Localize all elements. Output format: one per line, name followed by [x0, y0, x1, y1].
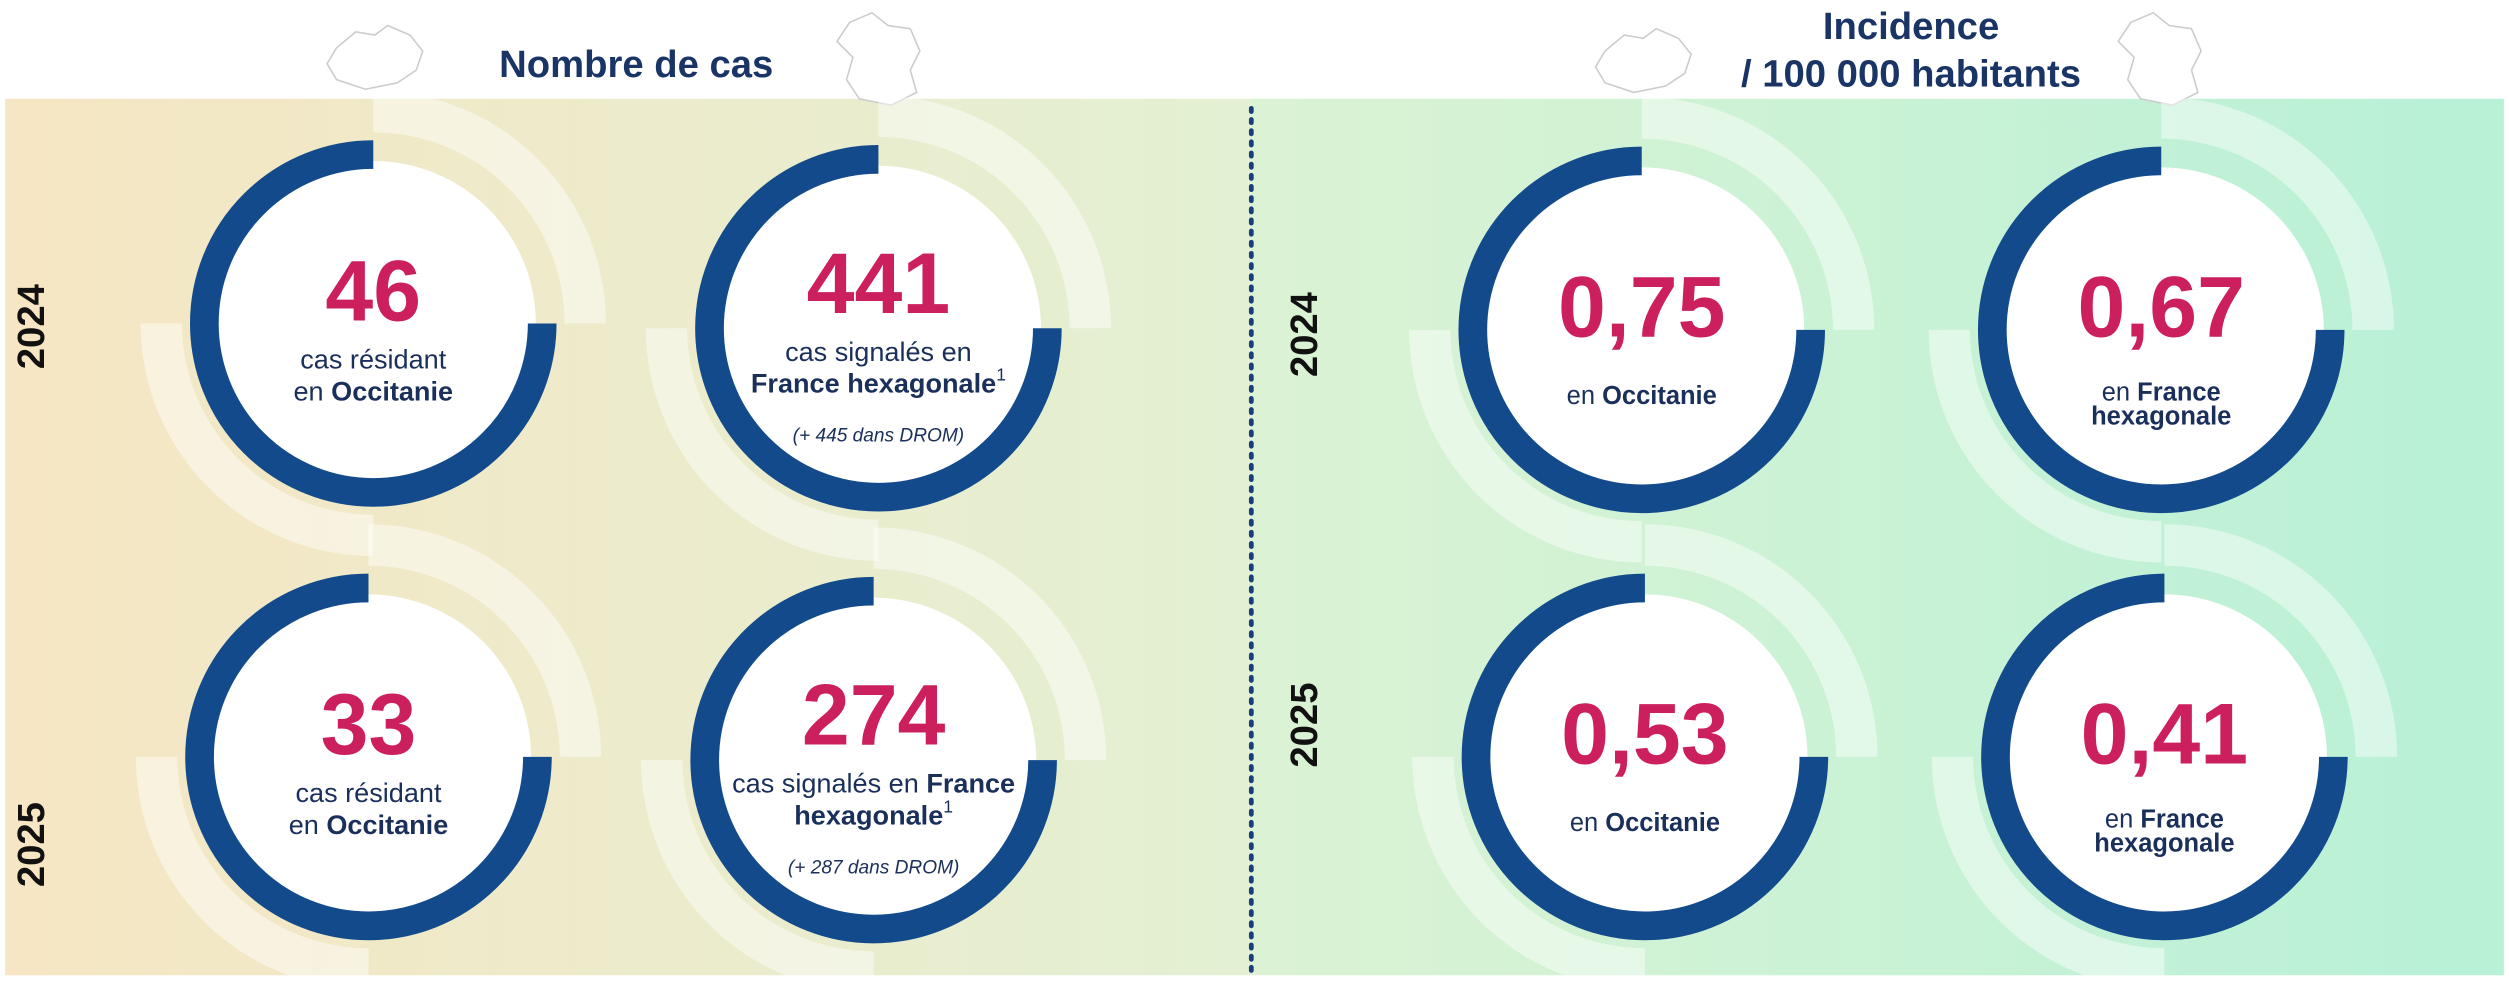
- section-title: / 100 000 habitants: [1741, 53, 2081, 96]
- year-label: 2024: [10, 283, 53, 369]
- card-label: en Occitanie: [293, 376, 453, 407]
- decor: [878, 95, 1112, 329]
- decor: [140, 323, 374, 557]
- decor: [1931, 756, 2165, 988]
- label-part: Occitanie: [1602, 382, 1717, 410]
- card-disc: [711, 597, 1037, 923]
- card: 0,75 en Occitanie: [1409, 97, 1875, 563]
- decor: [135, 756, 369, 988]
- label-part: en: [2105, 805, 2140, 833]
- label-part: Occitanie: [331, 376, 453, 407]
- ring: [695, 145, 1062, 512]
- decor: [2164, 524, 2398, 757]
- ring: [1458, 146, 1825, 514]
- card-label: en Occitanie: [1570, 809, 1720, 837]
- card-label: cas résidant: [300, 344, 446, 375]
- ring: [1978, 146, 2345, 514]
- decor: [1409, 329, 1642, 563]
- card-value: 441: [807, 236, 951, 332]
- year-label: 2025: [10, 802, 53, 887]
- card-value: 46: [325, 244, 421, 340]
- label-part: en: [293, 376, 331, 407]
- ring: [690, 576, 1057, 944]
- label-part: France: [2137, 378, 2221, 406]
- card-disc: [715, 165, 1041, 491]
- decor: [2161, 97, 2394, 330]
- decor: [640, 760, 874, 988]
- ring: [1461, 573, 1829, 941]
- card-label: France hexagonale1: [751, 364, 1006, 399]
- card-value: 274: [802, 668, 946, 764]
- label-part: France: [2140, 805, 2224, 833]
- ring: [190, 140, 557, 507]
- card-value: 0,75: [1558, 260, 1725, 356]
- card-label: hexagonale: [2094, 829, 2234, 857]
- card-label: en Occitanie: [289, 809, 449, 840]
- label-part: en: [2102, 378, 2137, 406]
- decor: [1641, 97, 1875, 330]
- ring: [185, 573, 552, 941]
- decor: [368, 524, 602, 757]
- label-part: 1: [996, 364, 1006, 384]
- card-disc: [1998, 167, 2324, 493]
- label-part: Occitanie: [326, 809, 448, 840]
- ring: [1981, 573, 2348, 941]
- label-part: hexagonale: [794, 800, 943, 831]
- card-value: 33: [321, 677, 417, 773]
- year-label: 2025: [1283, 683, 1326, 768]
- card-label: hexagonale: [2091, 402, 2231, 430]
- card-value: 0,41: [2081, 687, 2248, 783]
- card-label: hexagonale1: [794, 796, 953, 831]
- label-part: cas signalés en: [785, 336, 972, 367]
- label-part: France hexagonale: [751, 368, 996, 399]
- card-label: cas signalés en: [785, 336, 972, 367]
- card-disc: [205, 594, 532, 920]
- map-icons: [326, 11, 2202, 107]
- decor: [645, 328, 879, 561]
- card-disc: [1479, 167, 1805, 493]
- card-note: (+ 445 dans DROM): [793, 426, 965, 447]
- label-part: cas résidant: [300, 344, 446, 375]
- decor: [373, 90, 606, 324]
- card-disc: [210, 160, 536, 487]
- card-label: cas résidant: [295, 777, 441, 808]
- label-part: hexagonale: [2091, 402, 2231, 430]
- label-part: en: [1570, 809, 1605, 837]
- card-label: en France: [2102, 378, 2221, 406]
- label-part: en: [1567, 382, 1602, 410]
- year-label: 2024: [1283, 291, 1326, 377]
- card-label: cas signalés en France: [732, 768, 1015, 799]
- label-part: 1: [943, 796, 953, 816]
- label-part: hexagonale: [2094, 829, 2234, 857]
- card-value: 0,53: [1561, 687, 1728, 783]
- card-disc: [2001, 594, 2327, 920]
- decor: [1412, 756, 1645, 988]
- card-label: en France: [2105, 805, 2224, 833]
- label-part: en: [289, 809, 327, 840]
- label-part: Occitanie: [1605, 809, 1720, 837]
- card-label: en Occitanie: [1567, 382, 1717, 410]
- label-part: cas signalés en: [732, 768, 926, 799]
- decor: [1928, 329, 2162, 563]
- section-title: Incidence: [1823, 5, 1999, 48]
- card: 0,53 en Occitanie: [1412, 524, 1878, 988]
- section-title: Nombre de cas: [499, 43, 773, 86]
- card-value: 0,67: [2077, 260, 2244, 356]
- card-note: (+ 287 dans DROM): [788, 858, 960, 879]
- decor: [873, 527, 1107, 761]
- card-disc: [1482, 594, 1808, 920]
- decor: [1644, 524, 1878, 757]
- label-part: France: [926, 768, 1015, 799]
- label-part: cas résidant: [295, 777, 441, 808]
